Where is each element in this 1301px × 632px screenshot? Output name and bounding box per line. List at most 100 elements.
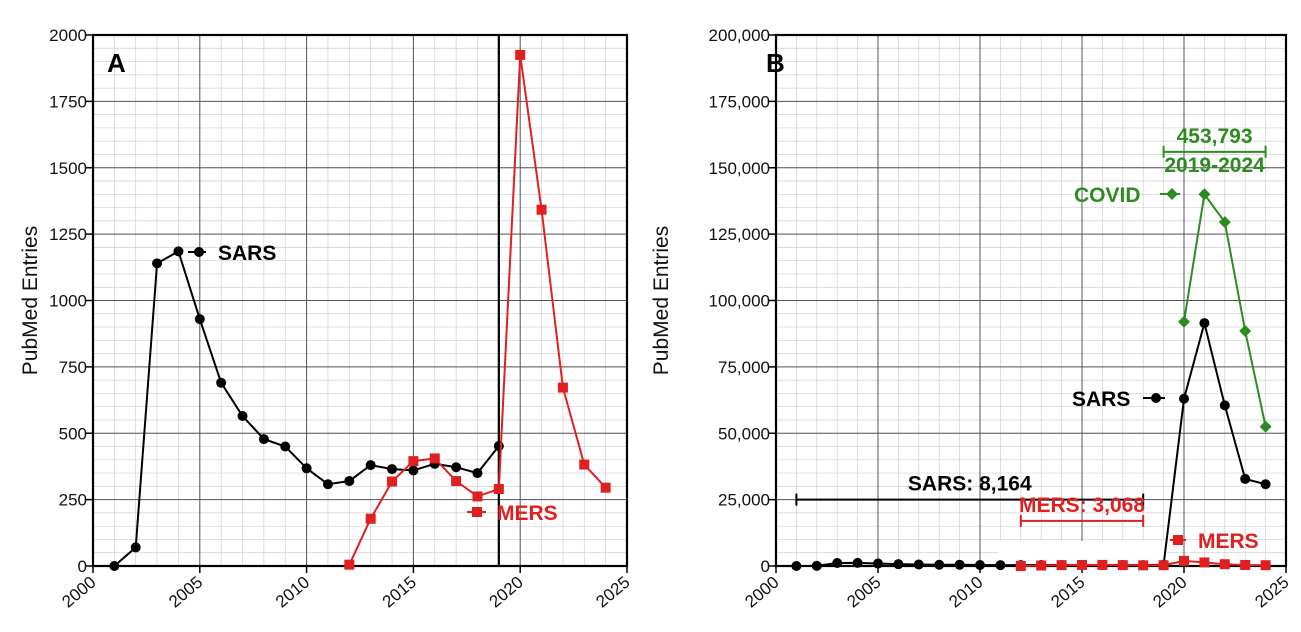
data-point xyxy=(600,482,611,493)
data-point xyxy=(1218,216,1231,229)
range-label: SARS: 8,164 xyxy=(908,473,1032,496)
range-bracket: 453,793 2019-2024 xyxy=(1162,125,1267,177)
x-tick-label: 2005 xyxy=(165,573,206,612)
x-tick-label: 2015 xyxy=(1047,573,1088,612)
y-tick-label: 750 xyxy=(59,358,87,377)
data-point xyxy=(152,258,163,269)
data-point xyxy=(216,377,227,388)
data-point xyxy=(301,463,312,474)
y-axis-label: PubMed Entries xyxy=(19,226,42,375)
data-point xyxy=(365,513,376,524)
y-tick-label: 25,000 xyxy=(718,491,770,510)
data-point xyxy=(515,49,526,60)
y-tick-label: 0 xyxy=(761,557,770,576)
range-bracket: MERS: 3,068 xyxy=(998,494,1166,565)
data-point xyxy=(1036,560,1047,571)
y-tick-label: 1750 xyxy=(49,92,87,111)
x-tick-label: 2020 xyxy=(486,573,527,612)
data-point xyxy=(832,557,843,568)
data-point xyxy=(194,314,205,325)
data-point xyxy=(913,559,924,570)
data-point xyxy=(472,468,483,479)
y-tick-label: 2000 xyxy=(49,26,87,45)
y-tick-label: 1250 xyxy=(49,225,87,244)
x-tick-label: 2000 xyxy=(58,573,99,612)
y-tick-label: 200,000 xyxy=(709,26,770,45)
data-point xyxy=(237,410,248,421)
data-point xyxy=(408,465,419,476)
data-point xyxy=(1015,560,1026,571)
chart-panel-a: 0 250 500 750 1000 1250 1500 1750 2000 2000 2005 20… xyxy=(19,26,634,611)
y-tick-label: 175,000 xyxy=(709,92,770,111)
series-mers xyxy=(344,49,611,570)
data-point xyxy=(1260,479,1271,490)
y-tick-label: 50,000 xyxy=(718,424,770,443)
data-point xyxy=(258,434,269,445)
y-tick-label: 500 xyxy=(59,424,87,443)
range-label: MERS: 3,068 xyxy=(1019,494,1145,517)
annotation-label: MERS xyxy=(1198,530,1259,553)
data-point xyxy=(1239,325,1252,338)
data-point xyxy=(1260,560,1271,571)
data-point xyxy=(130,542,141,553)
data-point xyxy=(811,560,822,571)
data-point xyxy=(1240,559,1251,570)
chart-panel-b: 0 25,000 50,000 75,000 100,000 125,000 150,000… xyxy=(650,26,1293,611)
data-point xyxy=(472,491,483,502)
range-bracket: SARS: 8,164 xyxy=(795,473,1145,506)
x-tick-label: 2020 xyxy=(1149,573,1190,612)
data-point xyxy=(557,382,568,393)
x-tick-label: 2015 xyxy=(379,573,420,612)
y-tick-label: 75,000 xyxy=(718,358,770,377)
x-tick-label: 2005 xyxy=(843,573,884,612)
annotation-mers: MERS xyxy=(467,502,558,525)
series-covid xyxy=(1178,188,1272,433)
data-point xyxy=(344,559,355,570)
y-tick-label: 150,000 xyxy=(709,159,770,178)
axis-ticks xyxy=(86,34,628,573)
data-point xyxy=(280,441,291,452)
data-point xyxy=(1151,393,1161,403)
series-line xyxy=(796,319,1266,567)
y-tick-label: 250 xyxy=(59,491,87,510)
panel-label: A xyxy=(107,48,126,78)
data-point xyxy=(322,479,333,490)
data-point xyxy=(451,476,462,487)
data-point xyxy=(109,561,120,571)
data-point xyxy=(1199,557,1210,568)
data-point xyxy=(995,560,1006,571)
data-point xyxy=(194,247,204,257)
annotation-label: COVID xyxy=(1074,184,1141,207)
data-point xyxy=(536,204,547,215)
range-sublabel: 2019-2024 xyxy=(1164,154,1265,177)
data-point xyxy=(387,476,398,487)
data-point xyxy=(852,557,863,568)
data-point xyxy=(1166,188,1178,200)
x-tick-label: 2025 xyxy=(592,573,633,612)
annotation-sars: SARS xyxy=(1072,388,1165,411)
data-point xyxy=(873,558,883,569)
data-point xyxy=(387,464,398,475)
data-point xyxy=(1179,393,1189,404)
y-tick-label: 100,000 xyxy=(709,292,770,311)
y-axis-label: PubMed Entries xyxy=(650,226,673,375)
annotation-mers: MERS xyxy=(1170,530,1259,553)
data-point xyxy=(1259,420,1272,433)
data-point xyxy=(1178,315,1190,328)
data-point xyxy=(451,462,462,473)
data-point xyxy=(975,560,985,571)
data-point xyxy=(1173,535,1183,545)
y-tick-label: 1000 xyxy=(49,292,87,311)
data-point xyxy=(408,456,419,467)
data-point xyxy=(1219,559,1230,570)
annotation-covid: COVID xyxy=(1074,184,1180,207)
data-point xyxy=(1199,318,1210,329)
axis-ticks xyxy=(769,34,1287,573)
data-point xyxy=(429,453,440,464)
data-point xyxy=(893,559,904,570)
data-point xyxy=(493,440,504,451)
data-point xyxy=(1077,559,1087,570)
data-point xyxy=(1097,559,1108,570)
x-tick-label: 2010 xyxy=(272,573,313,612)
